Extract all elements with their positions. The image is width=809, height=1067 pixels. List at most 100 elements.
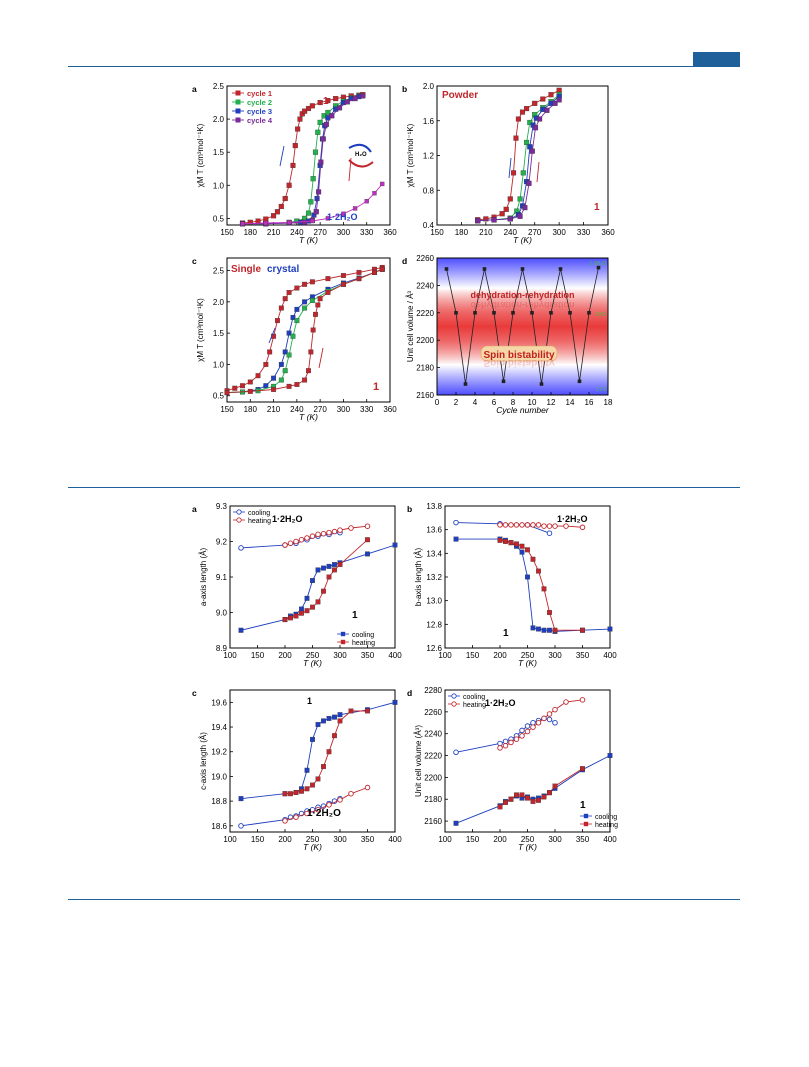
y-tick-label: 2220 (416, 309, 434, 318)
y-tick-label: 18.6 (211, 822, 227, 831)
f2c-series-2-point (238, 796, 244, 802)
x-tick-label: 8 (511, 398, 516, 407)
f2a-series-1-point (309, 533, 316, 539)
y-tick-label: 2240 (424, 730, 442, 739)
f2d-series-3-point (536, 797, 541, 803)
fig1b-cycle-4-point (532, 125, 539, 131)
annotation-bottom: 1 (580, 800, 586, 811)
cycle-volume-point (463, 382, 468, 386)
x-tick-label: 300 (333, 835, 347, 844)
side-label: 1·2H₂O (589, 261, 606, 267)
label-spin-bistability: Spin bistability (483, 350, 555, 361)
x-tick-label: 400 (603, 651, 617, 660)
x-tick-label: 150 (220, 405, 234, 414)
arrow-label: H₂O (355, 152, 367, 158)
annotation-hydrated: 1·2H₂O (327, 212, 358, 222)
fig1b-cycle-2-line (477, 94, 560, 222)
fig1c-cycle-2-point (263, 383, 269, 389)
fig1a-hydrated-point (372, 191, 377, 196)
y-tick-label: 2240 (416, 281, 434, 290)
f2b-series-2-line (456, 538, 611, 632)
legend-marker (583, 821, 589, 827)
legend-marker (340, 639, 346, 645)
fig1c-cycle-1-point (294, 285, 300, 291)
x-tick-label: 12 (547, 398, 556, 407)
f2a-series-1-point (337, 527, 343, 533)
f2c-series-3-point (310, 782, 315, 788)
label-spin-mirror: Spin bistability (483, 357, 555, 368)
x-tick-label: 100 (223, 835, 237, 844)
y-tick-label: 2220 (424, 752, 442, 761)
f2d-series-1-point (508, 739, 514, 746)
y-tick-label: 0.5 (213, 214, 225, 223)
fig1b-cycle-2-point (527, 119, 533, 126)
x-tick-label: 250 (306, 835, 320, 844)
f2b-series-1-point (519, 522, 525, 528)
f2c-series-3-point (293, 790, 299, 795)
y-tick-label: 2200 (416, 336, 434, 345)
f2a-series-1-point (364, 523, 371, 529)
f2a-series-1-point (326, 529, 332, 536)
x-axis-label: T (K) (518, 658, 537, 668)
fig1c-heating-point (315, 302, 321, 308)
fig1a-cycle-1-point (305, 105, 312, 112)
panel-letter: c (192, 256, 197, 266)
fig1a-cycle-2-point (317, 119, 323, 125)
fig1a-hydrated-point (341, 211, 346, 216)
f2a-series-1-point (348, 525, 354, 531)
panel-letter: c (192, 688, 197, 698)
f2c-series-2-point (326, 715, 332, 721)
f2c-series-2-point (332, 714, 337, 720)
cooling-arrow (508, 157, 512, 179)
fig1c-cycle-1-point (286, 289, 292, 295)
f2c-series-1-point (348, 790, 354, 797)
fig1c-cycle-1-point (340, 273, 346, 278)
fig1c-cycle-3-point (290, 333, 296, 339)
f2d-series-1-point (524, 728, 531, 735)
fig1c-cycle-3-point (286, 352, 292, 358)
panel-letter: d (402, 256, 407, 266)
f2d-series-1-point (530, 724, 536, 730)
fig1c-heating-point (294, 382, 300, 387)
fig1a-cycle-1-point (282, 195, 288, 202)
x-tick-label: 360 (601, 228, 615, 237)
fig1c-heating-point (302, 377, 308, 383)
fig1a-cycle-1-point (333, 96, 339, 102)
fig1b-cycle-4-point (529, 148, 535, 154)
f2b-series-1-point (530, 522, 536, 528)
f2b-series-3-point (508, 540, 514, 546)
cooling-arrow (268, 327, 276, 344)
f2c-series-1-point (293, 814, 299, 820)
f2c-series-2-point (392, 699, 398, 705)
f2b-series-0-line (455, 522, 550, 534)
x-tick-label: 360 (383, 228, 397, 237)
fig1a-cycle-4-point (329, 113, 335, 119)
f2b-series-2-point (547, 627, 552, 633)
fig1b-cycle-4-point (552, 100, 558, 106)
y-axis-label: a-axis length (Å) (199, 548, 208, 607)
cycle-volume-point (501, 379, 506, 384)
x-tick-label: 180 (244, 228, 258, 237)
f2a-series-3-point (321, 588, 326, 594)
x-tick-label: 18 (604, 398, 613, 407)
fig1a-hydrated-point (380, 181, 385, 187)
f2b-series-3-point (580, 627, 585, 633)
f2c-series-2-line (240, 701, 396, 800)
x-tick-label: 200 (278, 651, 292, 660)
fig1c-cycle-1-point (325, 276, 331, 282)
x-tick-label: 350 (576, 651, 590, 660)
y-tick-label: 18.8 (211, 797, 227, 806)
f2b-series-1-point (524, 522, 531, 528)
f2d-series-2-point (607, 753, 613, 758)
fig1c-cycle-3-point (302, 305, 308, 311)
y-tick-label: 8.9 (216, 644, 228, 653)
fig1c-heating-point (340, 281, 346, 287)
x-tick-label: 150 (466, 651, 480, 660)
f2c-series-2-point (315, 722, 321, 728)
fig1a-hydrated-point (352, 206, 358, 211)
header-tab (693, 52, 740, 66)
f2b-series-3-point (541, 586, 547, 592)
f2a-series-3-point (326, 574, 332, 580)
f2a-series-3-point (304, 608, 310, 614)
fig1c-heating-point (379, 266, 385, 272)
